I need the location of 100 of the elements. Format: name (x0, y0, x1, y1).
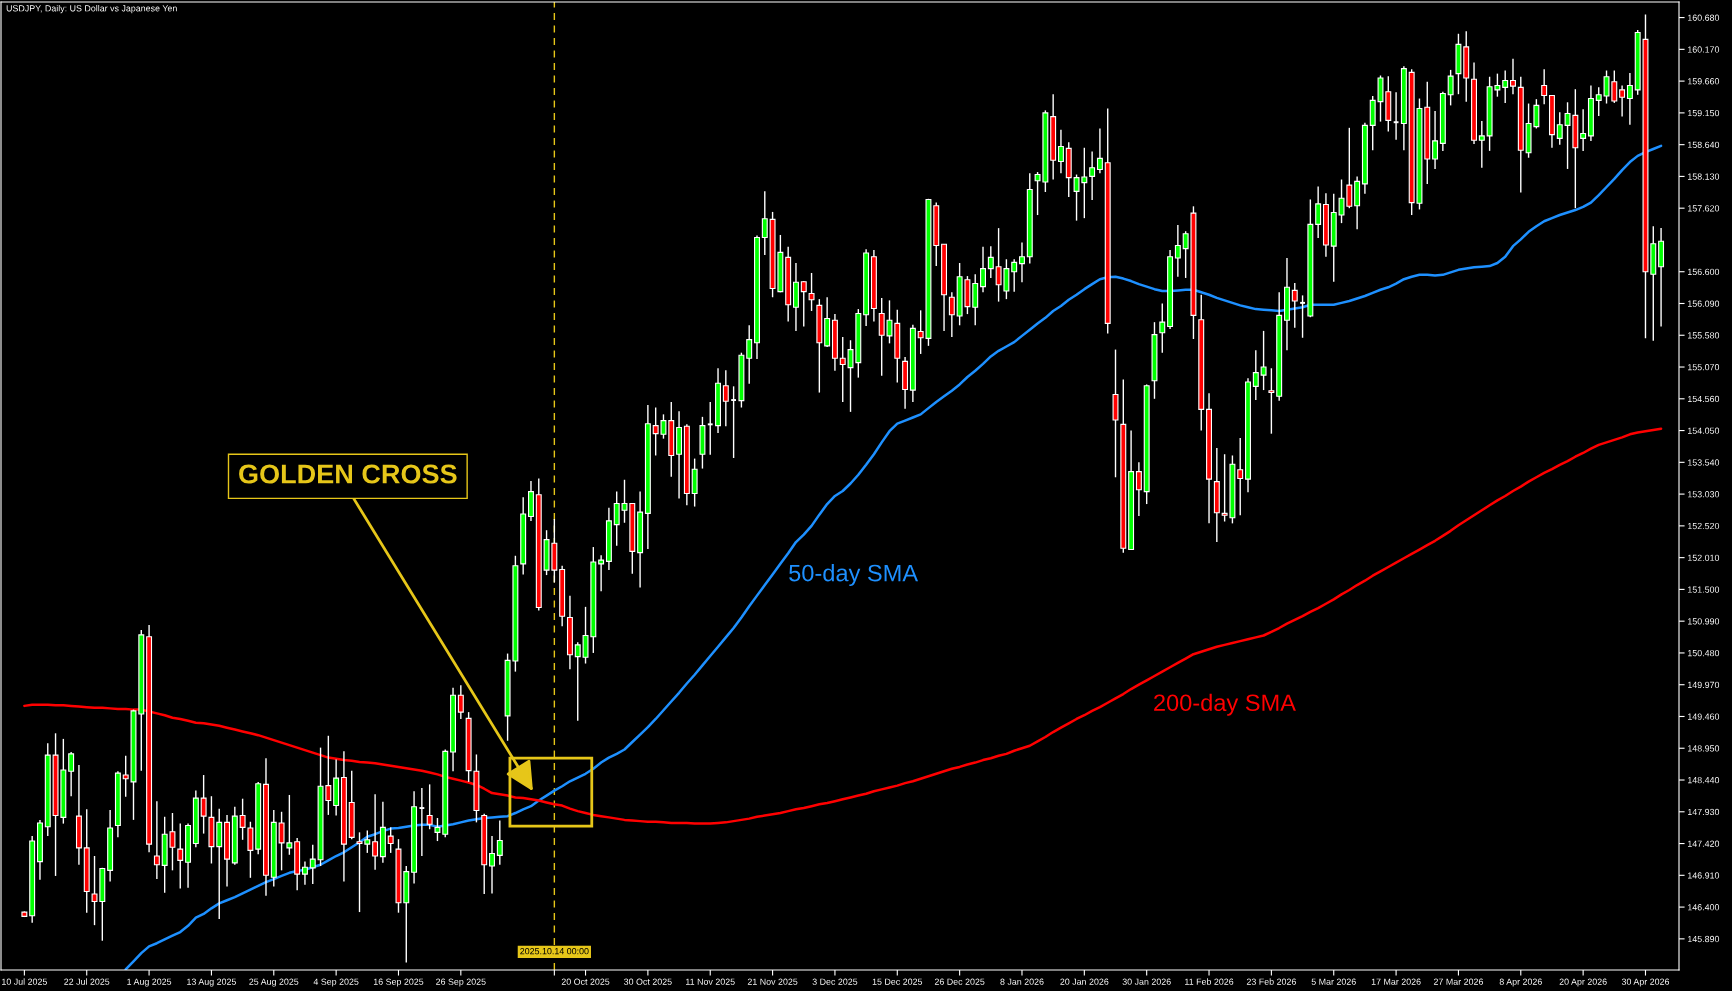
candlestick (1096, 127, 1103, 174)
x-tick-label: 30 Jan 2026 (1122, 978, 1171, 985)
x-tick-label: 23 Feb 2026 (1246, 978, 1296, 985)
candlestick (1268, 367, 1275, 435)
candlestick (387, 826, 394, 854)
chart-title: USDJPY, Daily: US Dollar vs Japanese Yen (6, 4, 177, 14)
candlestick (808, 272, 815, 312)
y-tick-label: 154.560 (1688, 395, 1720, 403)
candlestick (301, 860, 308, 886)
x-tick-label: 20 Apr 2026 (1559, 978, 1607, 987)
x-tick-label: 17 Mar 2026 (1371, 978, 1421, 985)
y-tick-label: 155.580 (1688, 332, 1720, 339)
candlestick (1089, 150, 1096, 201)
y-tick-label: 160.170 (1688, 46, 1720, 53)
y-tick-label: 146.910 (1688, 872, 1720, 879)
candlestick (1299, 294, 1306, 339)
x-tick-label: 13 Aug 2025 (187, 978, 237, 987)
y-tick-label: 156.090 (1688, 300, 1720, 307)
y-tick-label: 159.150 (1688, 109, 1720, 117)
candlestick (1291, 282, 1298, 329)
candlestick (1626, 72, 1633, 126)
y-tick-label: 147.420 (1688, 840, 1720, 847)
y-tick-label: 148.440 (1688, 777, 1720, 784)
candlestick (489, 835, 495, 895)
y-tick-label: 154.050 (1688, 427, 1720, 434)
series-label: 200-day SMA (1154, 693, 1296, 716)
candlestick (1135, 461, 1142, 517)
y-tick-label: 160.680 (1688, 14, 1720, 21)
x-tick-label: 8 Apr 2026 (1499, 978, 1542, 987)
candlestick (746, 324, 753, 385)
candlestick (1019, 241, 1025, 284)
y-tick-label: 153.030 (1688, 491, 1720, 498)
x-tick-label: 15 Dec 2025 (872, 978, 923, 985)
x-tick-label: 26 Dec 2025 (934, 978, 985, 985)
x-tick-label: 11 Feb 2026 (1185, 978, 1234, 985)
candlestick (1057, 129, 1064, 174)
x-tick-label: 3 Dec 2025 (812, 978, 858, 985)
y-tick-label: 150.480 (1688, 649, 1720, 657)
x-tick-label: 26 Sep 2025 (436, 978, 486, 987)
y-tick-label: 152.520 (1688, 522, 1720, 530)
y-tick-label: 156.600 (1688, 268, 1720, 276)
candlestick (1619, 84, 1626, 118)
candlestick (1432, 110, 1439, 170)
candlestick (706, 401, 714, 456)
candlestick (496, 819, 503, 866)
y-tick-label: 157.620 (1688, 205, 1720, 212)
y-tick-label: 145.890 (1688, 935, 1720, 943)
x-tick-label: 27 Mar 2026 (1433, 978, 1483, 985)
candlestick (68, 751, 75, 797)
candlestick (1252, 349, 1259, 401)
candlestick (1260, 330, 1267, 391)
y-tick-label: 158.640 (1688, 141, 1720, 148)
candlestick (987, 245, 994, 279)
y-tick-label: 147.930 (1688, 808, 1720, 816)
annotation: GOLDEN CROSS (239, 464, 457, 484)
x-tick-label: 16 Sep 2025 (373, 978, 424, 987)
candlestick (1159, 302, 1166, 354)
y-tick-label: 151.500 (1688, 586, 1720, 593)
candlestick (598, 554, 605, 592)
candlestick (1478, 120, 1485, 169)
candlestick (722, 369, 729, 427)
x-tick-label: 20 Jan 2026 (1060, 978, 1109, 985)
y-tick-label: 149.970 (1688, 681, 1720, 689)
candlestick (200, 774, 207, 835)
x-tick-label: 5 Mar 2026 (1311, 978, 1356, 985)
candlestick (1392, 91, 1400, 141)
candlestick (426, 783, 433, 830)
candlestick (1447, 69, 1454, 107)
candlestick (1315, 185, 1322, 239)
y-tick-label: 149.460 (1688, 713, 1720, 720)
x-tick-label: 20 Oct 2025 (561, 978, 610, 985)
y-tick-label: 148.950 (1688, 745, 1720, 752)
candlestick (1502, 69, 1509, 104)
candlestick (948, 291, 955, 338)
candlestick (1510, 57, 1516, 95)
candlestick (761, 190, 768, 256)
candlestick (730, 385, 737, 459)
candlestick (1541, 68, 1548, 105)
candlestick (1011, 258, 1018, 293)
x-tick-label: 11 Nov 2025 (686, 978, 735, 985)
line-series (124, 144, 1663, 970)
candlestick (1580, 108, 1587, 152)
candlestick (177, 822, 184, 890)
candlestick (1174, 224, 1181, 278)
y-tick-label: 153.540 (1688, 459, 1720, 466)
x-tick-label: 2025.10.14 00:00 (520, 948, 589, 955)
candlestick (372, 793, 379, 871)
candlestick (972, 273, 979, 326)
x-tick-label: 8 Jan 2026 (1000, 978, 1044, 985)
x-tick-label: 1 Aug 2025 (127, 978, 172, 987)
x-tick-label: 25 Aug 2025 (249, 978, 299, 987)
x-tick-label: 4 Sep 2025 (313, 978, 359, 987)
y-tick-label: 159.660 (1688, 78, 1720, 85)
y-tick-label: 155.070 (1688, 364, 1720, 371)
y-tick-label: 158.130 (1688, 173, 1720, 180)
candlestick (153, 800, 160, 880)
y-tick-label: 152.010 (1688, 554, 1720, 561)
candlestick (457, 684, 464, 720)
series-label: 50-day SMA (789, 564, 919, 587)
candlestick (418, 787, 426, 857)
